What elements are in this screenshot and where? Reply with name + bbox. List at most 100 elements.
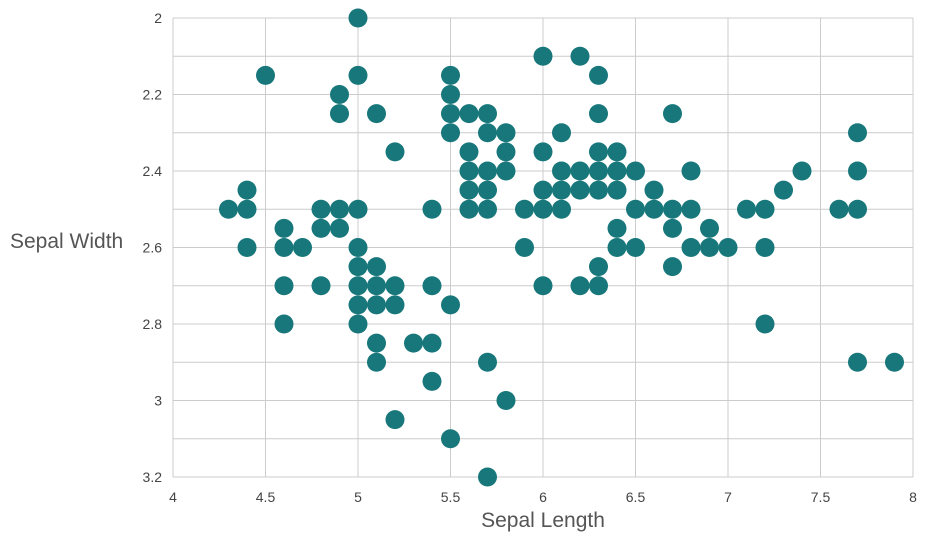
data-point — [774, 180, 793, 200]
data-point — [441, 123, 460, 143]
data-point — [644, 180, 664, 200]
x-tick-label: 6 — [539, 489, 547, 505]
data-point — [441, 104, 460, 124]
x-tick-label: 8 — [909, 489, 917, 505]
data-point — [663, 218, 682, 238]
data-point — [700, 238, 719, 257]
grid — [172, 17, 914, 478]
data-point — [589, 65, 608, 85]
data-point — [274, 218, 294, 238]
data-point — [367, 333, 386, 353]
data-point — [459, 180, 479, 200]
data-point — [459, 142, 479, 162]
data-point — [478, 104, 497, 124]
x-axis-ticks: 4 4.5 5 5.5 6 6.5 7 7.5 8 — [169, 489, 917, 505]
data-point — [237, 238, 257, 257]
data-point — [496, 142, 516, 162]
data-point — [644, 199, 664, 219]
x-tick-label: 5.5 — [441, 489, 461, 505]
data-point — [496, 161, 516, 181]
data-point — [607, 180, 627, 200]
data-point — [848, 161, 867, 181]
data-point — [792, 161, 812, 181]
data-point — [607, 218, 627, 238]
data-point — [496, 391, 516, 410]
data-point — [755, 238, 775, 257]
y-tick-label: 2 — [154, 10, 162, 26]
data-point — [570, 276, 590, 296]
data-point — [681, 161, 701, 181]
data-point — [533, 142, 553, 162]
x-tick-label: 6.5 — [626, 489, 646, 505]
data-point — [848, 199, 867, 219]
data-point — [848, 352, 867, 372]
x-tick-label: 4.5 — [256, 489, 276, 505]
x-tick-label: 5 — [354, 489, 362, 505]
data-point — [348, 276, 368, 296]
data-point — [589, 276, 608, 296]
data-point — [274, 238, 294, 257]
data-point — [626, 238, 645, 257]
data-point — [589, 104, 608, 124]
y-tick-label: 2.2 — [143, 87, 163, 103]
data-point — [607, 238, 627, 257]
data-point — [552, 161, 571, 181]
x-axis-title: Sepal Length — [481, 509, 605, 532]
data-point — [422, 371, 442, 391]
data-point — [459, 161, 479, 181]
data-point — [256, 65, 275, 85]
data-point — [533, 46, 553, 66]
data-point — [348, 199, 368, 219]
data-point — [755, 199, 775, 219]
data-point — [626, 199, 645, 219]
data-point — [441, 65, 460, 85]
data-point — [570, 46, 590, 66]
data-point — [237, 199, 257, 219]
data-point — [533, 199, 553, 219]
data-point — [663, 104, 682, 124]
data-point — [348, 238, 368, 257]
data-point — [533, 180, 553, 200]
data-point — [478, 467, 497, 487]
data-point — [552, 123, 571, 143]
x-tick-label: 7 — [724, 489, 732, 505]
data-point — [367, 352, 386, 372]
data-point — [348, 295, 368, 315]
y-tick-label: 2.8 — [143, 316, 163, 332]
data-point — [367, 257, 386, 277]
data-point — [330, 104, 349, 124]
data-point — [478, 199, 497, 219]
x-tick-label: 4 — [169, 489, 177, 505]
data-point — [422, 333, 442, 353]
data-point — [663, 199, 682, 219]
data-point — [237, 180, 257, 200]
data-point — [348, 257, 368, 277]
data-point — [478, 161, 497, 181]
data-point — [552, 180, 571, 200]
data-point — [478, 123, 497, 143]
data-point — [515, 199, 534, 219]
data-point — [404, 333, 423, 353]
data-point — [718, 238, 738, 257]
data-point — [589, 257, 608, 277]
y-tick-label: 3 — [154, 393, 162, 409]
data-point — [607, 142, 627, 162]
data-point — [367, 295, 386, 315]
data-point — [274, 314, 294, 334]
data-point — [367, 276, 386, 296]
data-point — [607, 161, 627, 181]
data-point — [626, 161, 645, 181]
data-points — [219, 8, 904, 487]
y-axis-ticks: 2 2.2 2.4 2.6 2.8 3 3.2 — [143, 10, 163, 485]
data-point — [330, 218, 349, 238]
data-point — [570, 180, 590, 200]
data-point — [478, 180, 497, 200]
data-point — [441, 429, 460, 449]
data-point — [441, 295, 460, 315]
data-point — [348, 8, 368, 28]
data-point — [533, 276, 553, 296]
data-point — [848, 123, 867, 143]
data-point — [589, 180, 608, 200]
data-point — [570, 161, 590, 181]
